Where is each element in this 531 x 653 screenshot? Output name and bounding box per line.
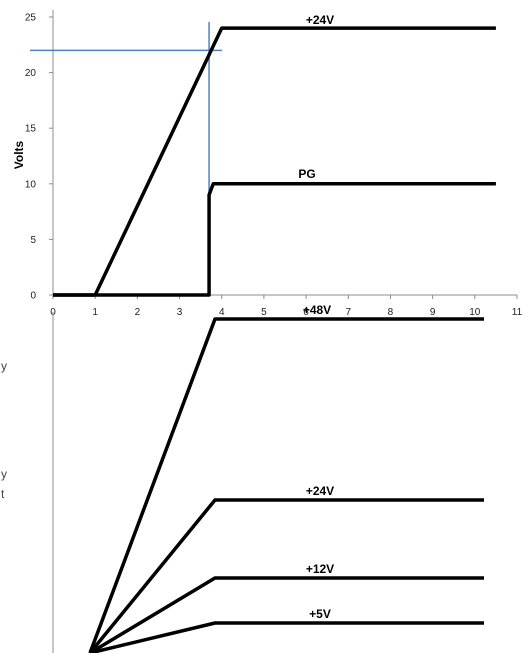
top-y-tick-label: 10 [25, 179, 37, 190]
top-x-tick-label: 11 [512, 307, 523, 318]
top-x-tick-label: 7 [345, 307, 351, 318]
top-y-tick-label: 15 [25, 124, 37, 135]
top-crosshair [30, 22, 222, 200]
top-series-label-24v: +24V [306, 13, 334, 27]
side-text-fragment-2: y [1, 467, 7, 481]
top-x-tick-label: 2 [135, 307, 141, 318]
top-x-tick-label: 6 [303, 307, 309, 318]
top-x-tick-label: 1 [92, 307, 98, 318]
bottom-series: +48V +24V +12V +5V [88, 303, 484, 653]
bottom-series-label-24v: +24V [306, 484, 334, 498]
top-y-tick-label: 0 [30, 291, 36, 302]
top-series-label-pg: PG [298, 167, 315, 181]
bottom-series-label-5v: +5V [309, 607, 331, 621]
top-x-tick-label: 9 [430, 307, 436, 318]
cut-off-side-text: y y t [1, 359, 7, 501]
top-x-tick-label: 5 [261, 307, 267, 318]
top-y-axis-title: Volts [12, 140, 26, 169]
bottom-series-label-48v: +48V [303, 303, 331, 317]
top-x-ticks: 01234567891011 [50, 295, 523, 318]
top-y-tick-label: 25 [25, 13, 37, 24]
top-y-ticks: 0 5 10 15 20 25 [25, 13, 53, 302]
top-series-line-pg [53, 182, 496, 297]
bottom-series-line-12v [89, 576, 484, 653]
side-text-fragment-1: y [1, 359, 7, 373]
bottom-series-label-12v: +12V [306, 562, 334, 576]
top-series: +24V PG [53, 13, 496, 297]
top-x-tick-label: 10 [469, 307, 481, 318]
bottom-series-line-5v [89, 621, 484, 653]
top-y-tick-label: 20 [25, 68, 37, 79]
top-chart: 0 5 10 15 20 25 0 1 2 3 4 5 6 7 8 9 10 11 Volts +24V PG [12, 10, 523, 318]
top-x-tick-label: 3 [177, 307, 183, 318]
side-text-fragment-3: t [1, 487, 5, 501]
bottom-series-line-24v [88, 498, 484, 653]
top-y-tick-label: 5 [30, 235, 36, 246]
top-x-tick-label: 4 [219, 307, 225, 318]
top-x-tick-label: 8 [388, 307, 394, 318]
bottom-series-line-48v [88, 317, 484, 653]
bottom-chart: +48V +24V +12V +5V [52, 303, 484, 653]
top-series-line-24v [53, 26, 496, 297]
